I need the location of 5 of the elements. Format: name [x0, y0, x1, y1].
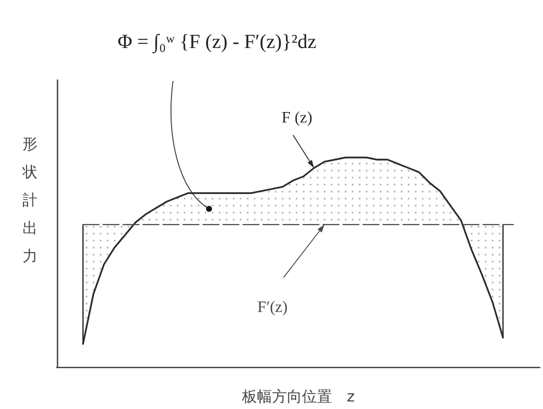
x-axis-title: 板幅方向位置 z	[240, 388, 355, 406]
text: F′(z)	[257, 299, 288, 316]
y-axis-title: 形状計出力	[22, 134, 38, 267]
text: F (z)	[282, 109, 312, 126]
text: Φ = ∫₀ʷ {F (z) - F′(z)}²dz	[118, 31, 316, 54]
